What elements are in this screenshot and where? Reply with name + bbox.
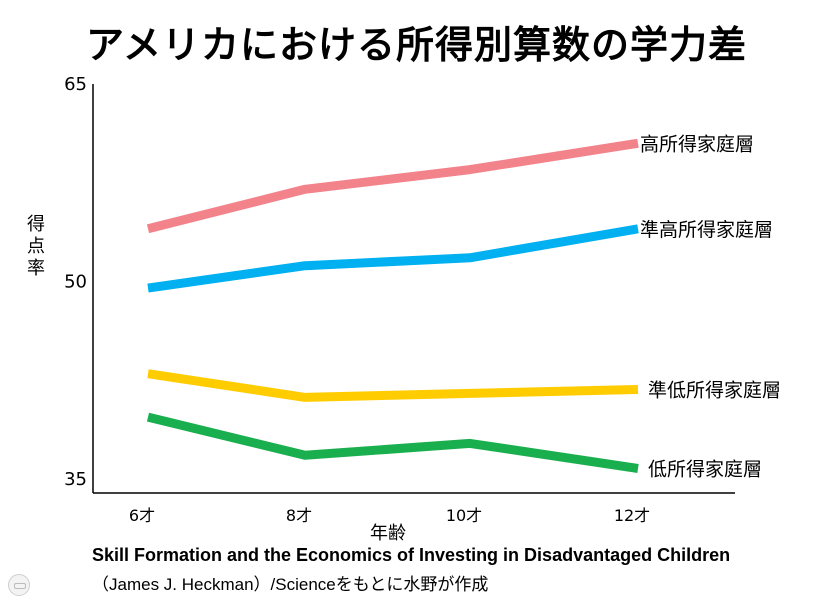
x-tick-label: 10才 <box>446 506 482 525</box>
series-line <box>146 138 639 234</box>
series-line <box>147 369 639 402</box>
series-line <box>147 224 639 293</box>
x-tick-label: 8才 <box>286 506 312 525</box>
source-subtitle: （James J. Heckman）/Scienceをもとに水野が作成 <box>92 575 489 594</box>
series-label: 低所得家庭層 <box>648 458 762 480</box>
x-tick-label: 6才 <box>129 506 155 525</box>
y-tick-label: 65 <box>64 74 87 95</box>
chart-title: アメリカにおける所得別算数の学力差 <box>85 23 748 67</box>
source-title: Skill Formation and the Economics of Inv… <box>92 545 731 565</box>
y-tick-label: 50 <box>64 272 87 293</box>
series-label: 準高所得家庭層 <box>640 219 773 241</box>
x-axis-label: 年齢 <box>370 523 406 544</box>
series-line <box>146 412 639 473</box>
slide-indicator-icon <box>8 574 30 596</box>
y-axis-label: 得点率 <box>27 214 45 279</box>
series-label: 準低所得家庭層 <box>648 379 781 401</box>
source-note: Skill Formation and the Economics of Inv… <box>92 545 832 595</box>
series-label: 高所得家庭層 <box>640 133 754 155</box>
y-tick-label: 35 <box>64 469 87 490</box>
x-tick-label: 12才 <box>614 506 650 525</box>
